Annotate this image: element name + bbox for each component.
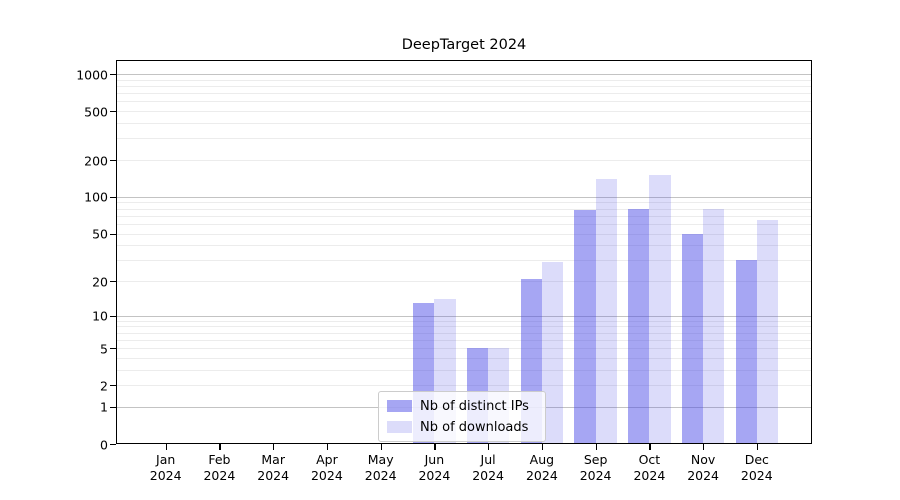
x-axis-tick-label: Aug2024: [526, 452, 558, 484]
y-tick-mark: [110, 111, 116, 112]
legend-label-distinct-ips: Nb of distinct IPs: [420, 399, 529, 414]
bar-downloads: [757, 220, 778, 444]
x-axis-tick-label: Sep2024: [580, 452, 612, 484]
minor-gridline: [116, 80, 812, 81]
legend-swatch-downloads: [387, 421, 412, 434]
minor-gridline: [116, 138, 812, 139]
y-axis-tick-label: 10: [60, 309, 108, 324]
y-tick-mark: [110, 348, 116, 349]
bar-distinct-ips: [628, 209, 649, 444]
minor-gridline: [116, 202, 812, 203]
y-axis-tick-label: 50: [60, 227, 108, 242]
chart-title: DeepTarget 2024: [402, 37, 527, 53]
major-gridline: [116, 74, 812, 75]
x-tick-mark: [596, 444, 597, 450]
legend-item-distinct-ips: Nb of distinct IPs: [387, 399, 535, 414]
x-tick-mark: [273, 444, 274, 450]
x-tick-mark: [649, 444, 650, 450]
x-axis-tick-label: Mar2024: [257, 452, 289, 484]
x-axis-year-label: 2024: [580, 468, 612, 484]
legend-swatch-distinct-ips: [387, 400, 412, 413]
y-tick-mark: [110, 385, 116, 386]
x-tick-mark: [219, 444, 220, 450]
legend: Nb of distinct IPs Nb of downloads: [378, 391, 546, 442]
chart: DeepTarget 2024 0 1 2 5 10 20 50 100 200 500 1000 J…: [0, 0, 900, 500]
x-axis-tick-label: Apr2024: [311, 452, 343, 484]
y-tick-mark: [110, 234, 116, 235]
bar-distinct-ips: [736, 260, 757, 444]
y-axis-tick-label: 200: [60, 153, 108, 168]
x-tick-mark: [757, 444, 758, 450]
x-axis-year-label: 2024: [150, 468, 182, 484]
x-axis-year-label: 2024: [472, 468, 504, 484]
x-tick-mark: [166, 444, 167, 450]
x-axis-year-label: 2024: [741, 468, 773, 484]
x-axis-year-label: 2024: [365, 468, 397, 484]
legend-label-downloads: Nb of downloads: [420, 420, 528, 435]
minor-gridline: [116, 101, 812, 102]
minor-gridline: [116, 86, 812, 87]
bar-downloads: [703, 209, 724, 444]
x-axis-year-label: 2024: [687, 468, 719, 484]
x-axis-year-label: 2024: [418, 468, 450, 484]
bar-downloads: [596, 179, 617, 444]
x-axis-tick-label: Dec2024: [741, 452, 773, 484]
x-axis-tick-label: Oct2024: [633, 452, 665, 484]
y-tick-mark: [110, 74, 116, 75]
x-axis-tick-label: Jul2024: [472, 452, 504, 484]
legend-item-downloads: Nb of downloads: [387, 420, 535, 435]
bar-distinct-ips: [682, 234, 703, 445]
major-gridline: [116, 197, 812, 198]
x-tick-mark: [488, 444, 489, 450]
y-axis-tick-label: 2: [60, 378, 108, 393]
y-tick-mark: [110, 407, 116, 408]
x-tick-mark: [542, 444, 543, 450]
bar-distinct-ips: [574, 210, 595, 444]
minor-gridline: [116, 123, 812, 124]
x-axis-tick-label: Nov2024: [687, 452, 719, 484]
x-tick-mark: [703, 444, 704, 450]
minor-gridline: [116, 160, 812, 161]
x-axis-tick-label: Jan2024: [150, 452, 182, 484]
y-tick-mark: [110, 444, 116, 445]
y-tick-mark: [110, 281, 116, 282]
x-axis-year-label: 2024: [633, 468, 665, 484]
y-tick-mark: [110, 160, 116, 161]
y-axis-tick-label: 20: [60, 274, 108, 289]
x-axis-tick-label: Feb2024: [203, 452, 235, 484]
x-tick-mark: [327, 444, 328, 450]
x-axis-tick-label: May2024: [365, 452, 397, 484]
x-axis-year-label: 2024: [311, 468, 343, 484]
minor-gridline: [116, 111, 812, 112]
y-tick-mark: [110, 316, 116, 317]
y-axis-tick-label: 0: [60, 437, 108, 452]
x-axis-year-label: 2024: [203, 468, 235, 484]
x-tick-mark: [434, 444, 435, 450]
x-tick-mark: [381, 444, 382, 450]
y-axis-tick-label: 5: [60, 341, 108, 356]
bar-downloads: [649, 175, 670, 444]
y-axis-tick-label: 100: [60, 190, 108, 205]
x-axis-tick-label: Jun2024: [418, 452, 450, 484]
x-axis-year-label: 2024: [257, 468, 289, 484]
y-tick-mark: [110, 197, 116, 198]
y-axis-tick-label: 1000: [60, 67, 108, 82]
minor-gridline: [116, 93, 812, 94]
y-axis-tick-label: 1: [60, 400, 108, 415]
y-axis-tick-label: 500: [60, 104, 108, 119]
x-axis-year-label: 2024: [526, 468, 558, 484]
